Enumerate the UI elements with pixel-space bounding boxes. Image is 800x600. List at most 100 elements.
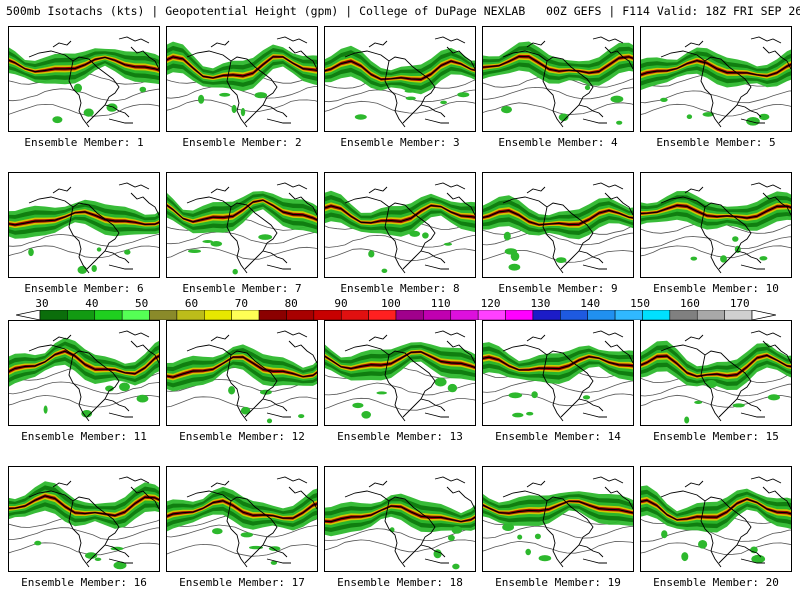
isotach-blob [228,386,236,395]
coastline [368,334,388,342]
isotach-blob [368,250,375,258]
member-map [641,36,791,128]
isotach-blob [270,560,278,565]
member-map [325,330,475,422]
isotach-blob [81,410,93,418]
coastline [582,264,607,270]
height-contour [483,393,633,407]
coastline [700,60,722,128]
isotach-blob [452,563,460,570]
isotach-blob [361,411,371,419]
coastline [740,264,765,270]
ensemble-member-panel [640,320,792,426]
isotach-band [641,349,791,382]
isotach-blob [240,532,253,538]
ensemble-member-panel [8,26,160,132]
colorbar-segment [642,310,671,320]
ensemble-member-panel [640,26,792,132]
height-contour [167,396,317,409]
ensemble-member-panel [482,26,634,132]
isotach-band [9,494,159,518]
member-label: Ensemble Member: 16 [21,576,147,589]
height-contour [9,211,159,226]
isotach-blob [266,418,273,424]
member-map [9,36,159,128]
isotach-blob [231,104,237,114]
isotach-blob [124,249,131,255]
colorbar-tick-label: 150 [630,297,651,310]
height-contour [483,540,633,554]
isotach-blob [558,113,569,122]
colorbar-tick-label: 50 [135,297,149,310]
coastline [700,354,722,422]
member-map [325,476,475,570]
ensemble-member-panel [324,320,476,426]
colorbar-segment [286,310,315,320]
member-map [641,476,791,568]
colorbar-segment [121,310,150,320]
height-contour [325,351,475,370]
colorbar-segment [149,310,178,320]
coastline [210,40,230,48]
isotach-blob [610,95,624,103]
height-contour [483,500,633,514]
isotach-band [483,207,633,228]
coastline [750,330,782,338]
coastline [266,558,291,564]
member-map [483,36,633,128]
ensemble-member-panel [8,466,160,572]
coastline [502,344,594,418]
member-label: Ensemble Member: 18 [337,576,463,589]
isotach-band [483,199,633,235]
member-map [9,182,159,274]
colorbar-segment [340,310,369,320]
coastline [424,412,449,418]
isotach-blob [210,241,223,247]
coastline [420,250,446,264]
coastline [226,60,248,128]
member-label: Ensemble Member: 4 [498,136,618,149]
isotach-blob [702,112,714,117]
isotach-blob [447,383,458,393]
coastline [104,104,130,118]
colorbar-segment [477,310,506,320]
coastline [210,334,230,342]
height-contour [325,60,475,81]
coastline [52,186,72,194]
member-map [483,476,633,568]
isotach-blob [525,548,531,556]
coastline [104,398,130,412]
coastline [52,40,72,48]
colorbar-tick-label: 140 [580,297,601,310]
height-contour [167,379,317,392]
colorbar-segment [39,310,68,320]
isotach-blob [448,534,455,541]
colorbar-segment [614,310,643,320]
isotach-band [325,59,475,82]
isotach-blob [746,117,760,126]
isotach-blob [212,528,223,535]
isotach-band [641,497,791,521]
coastline [446,486,475,510]
isotach-blob [517,534,523,540]
coastline [344,490,436,564]
coastline [368,480,388,488]
coastline [750,36,782,44]
isotach-band [325,204,475,224]
isotach-blob [254,92,268,99]
isotach-band [325,503,475,525]
member-map [9,330,159,422]
coastline [108,264,133,270]
ensemble-member-panel [8,320,160,426]
coastline [118,36,150,44]
isotach-band [167,354,317,381]
coastline [368,40,388,48]
coastline [762,486,791,510]
coastline [276,182,308,190]
height-contour [9,56,159,73]
isotach-blob [119,382,130,392]
colorbar-segment [176,310,205,320]
isotach-band [325,57,475,83]
isotach-band [325,350,475,370]
ensemble-member-panel [166,172,318,278]
